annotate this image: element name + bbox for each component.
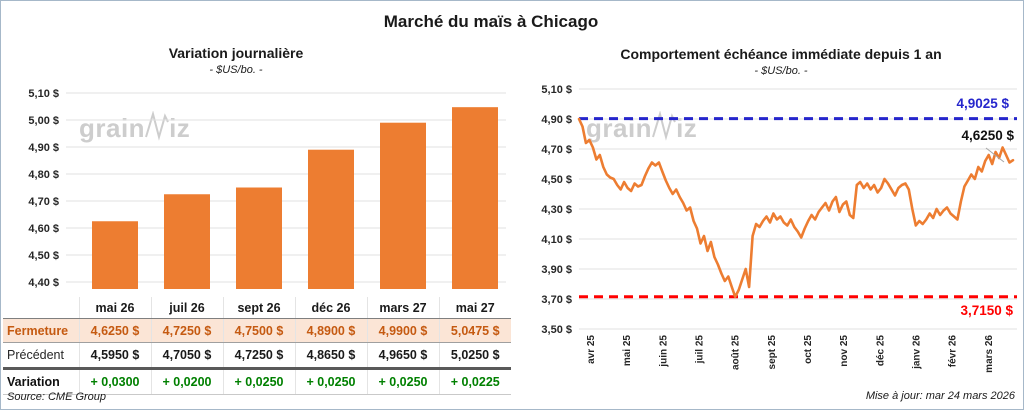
y-tick-label: 3,70 $ bbox=[541, 294, 572, 306]
table-cell: + 0,0250 bbox=[367, 368, 440, 395]
front-month-line-chart: 5,10 $ 4,90 $ 4,70 $ 4,50 $ 4,30 $ 4,10 $ 3,90… bbox=[541, 84, 1017, 373]
table-cell: 5,0250 $ bbox=[439, 342, 511, 370]
grainwiz-watermark: grain iz bbox=[79, 111, 190, 141]
table-cell: 4,7250 $ bbox=[223, 342, 296, 370]
y-tick-label: 3,90 $ bbox=[541, 264, 572, 276]
table-row-precedent: Précédent 4,5950 $4,7050 $4,7250 $4,8650 … bbox=[3, 342, 511, 370]
y-tick-label: 4,60 $ bbox=[28, 223, 59, 235]
table-cell: + 0,0250 bbox=[295, 368, 368, 395]
table-cell: 4,8650 $ bbox=[295, 342, 368, 370]
table-cell: + 0,0225 bbox=[439, 368, 511, 395]
y-tick-label: 5,00 $ bbox=[28, 115, 59, 127]
x-tick-label: déc 25 bbox=[875, 335, 886, 367]
table-cell: 4,9900 $ bbox=[367, 318, 440, 343]
table-cell: 4,7050 $ bbox=[151, 342, 224, 370]
bar-juil 26 bbox=[164, 194, 210, 289]
futures-table: mai 26 juil 26 sept 26 déc 26 mars 27 mai 27 F… bbox=[3, 297, 511, 395]
y-tick-label: 4,40 $ bbox=[28, 277, 59, 289]
y-tick-label: 4,10 $ bbox=[541, 234, 572, 246]
y-tick-label: 5,10 $ bbox=[28, 88, 59, 100]
y-tick-label: 4,50 $ bbox=[28, 250, 59, 262]
y-tick-label: 4,70 $ bbox=[28, 196, 59, 208]
right-chart-subtitle: - $US/bo. - bbox=[754, 65, 808, 77]
table-row-fermeture: Fermeture 4,6250 $4,7250 $4,7500 $4,8900 … bbox=[3, 318, 511, 343]
table-cell: 4,7250 $ bbox=[151, 318, 224, 343]
y-tick-label: 4,70 $ bbox=[541, 144, 572, 156]
daily-variation-bar-chart: 5,10 $ 5,00 $ 4,90 $ 4,80 $ 4,70 $ 4,60 $ 4,50… bbox=[28, 88, 506, 289]
table-cell: + 0,0250 bbox=[223, 368, 296, 395]
table-col-header: déc 26 bbox=[295, 297, 368, 319]
table-header-row: mai 26 juil 26 sept 26 déc 26 mars 27 mai 27 bbox=[3, 297, 511, 319]
source-note: Source: CME Group bbox=[7, 391, 107, 403]
x-tick-label: mars 26 bbox=[984, 335, 995, 373]
last-price-leader-line bbox=[985, 147, 1005, 163]
y-tick-label: 5,10 $ bbox=[541, 84, 572, 96]
bar-sept 26 bbox=[236, 187, 282, 289]
table-cell: + 0,0200 bbox=[151, 368, 224, 395]
x-tick-label: janv 26 bbox=[912, 335, 923, 370]
y-tick-label: 4,30 $ bbox=[541, 204, 572, 216]
table-cell: 5,0475 $ bbox=[439, 318, 511, 343]
table-cell: + 0,0300 bbox=[79, 368, 152, 395]
y-tick-label: 4,90 $ bbox=[28, 142, 59, 154]
table-col-header: juil 26 bbox=[151, 297, 224, 319]
bar-mai 27 bbox=[452, 107, 498, 289]
x-tick-label: mai 25 bbox=[622, 335, 633, 367]
year-high-label: 4,9025 $ bbox=[956, 96, 1009, 111]
row-label: Précédent bbox=[3, 342, 80, 370]
y-tick-label: 4,90 $ bbox=[541, 114, 572, 126]
table-col-header: mai 26 bbox=[79, 297, 152, 319]
right-chart-title: Comportement échéance immédiate depuis 1… bbox=[620, 46, 942, 62]
table-col-header: mars 27 bbox=[367, 297, 440, 319]
last-price-label: 4,6250 $ bbox=[961, 128, 1014, 143]
x-tick-label: avr 25 bbox=[586, 335, 597, 364]
update-note: Mise à jour: mar 24 mars 2026 bbox=[865, 390, 1015, 402]
watermark-text-pre: grain bbox=[79, 113, 146, 143]
row-label: Fermeture bbox=[3, 318, 80, 343]
bar-mai 26 bbox=[92, 221, 138, 289]
y-tick-label: 3,50 $ bbox=[541, 324, 572, 336]
x-tick-label: août 25 bbox=[731, 335, 742, 370]
bar-déc 26 bbox=[308, 149, 354, 289]
watermark-text-post: iz bbox=[676, 113, 698, 143]
x-tick-label: juin 25 bbox=[658, 335, 669, 368]
price-line bbox=[577, 117, 1015, 299]
watermark-text-post: iz bbox=[169, 113, 191, 143]
bar-mars 27 bbox=[380, 122, 426, 289]
table-cell: 4,6250 $ bbox=[79, 318, 152, 343]
page-title: Marché du maïs à Chicago bbox=[383, 12, 599, 31]
table-cell: 4,5950 $ bbox=[79, 342, 152, 370]
table-row-variation: Variation + 0,0300 + 0,0200 + 0,0250 + 0,025… bbox=[3, 368, 511, 395]
left-chart-subtitle: - $US/bo. - bbox=[209, 64, 263, 76]
year-low-label: 3,7150 $ bbox=[960, 303, 1013, 318]
x-tick-label: févr 26 bbox=[948, 335, 959, 368]
row-label: Variation bbox=[3, 368, 80, 395]
x-tick-label: nov 25 bbox=[839, 335, 850, 367]
left-chart-title: Variation journalière bbox=[168, 45, 304, 61]
table-col-header: mai 27 bbox=[439, 297, 511, 319]
x-tick-label: juil 25 bbox=[695, 335, 706, 365]
x-tick-label: sept 25 bbox=[767, 335, 778, 370]
table-cell: 4,7500 $ bbox=[223, 318, 296, 343]
table-cell: 4,9650 $ bbox=[367, 342, 440, 370]
table-cell: 4,8900 $ bbox=[295, 318, 368, 343]
y-tick-label: 4,50 $ bbox=[541, 174, 572, 186]
x-tick-label: oct 25 bbox=[803, 335, 814, 364]
table-corner-cell bbox=[3, 297, 80, 319]
table-col-header: sept 26 bbox=[223, 297, 296, 319]
watermark-zigzag-icon bbox=[145, 111, 169, 141]
y-tick-label: 4,80 $ bbox=[28, 169, 59, 181]
